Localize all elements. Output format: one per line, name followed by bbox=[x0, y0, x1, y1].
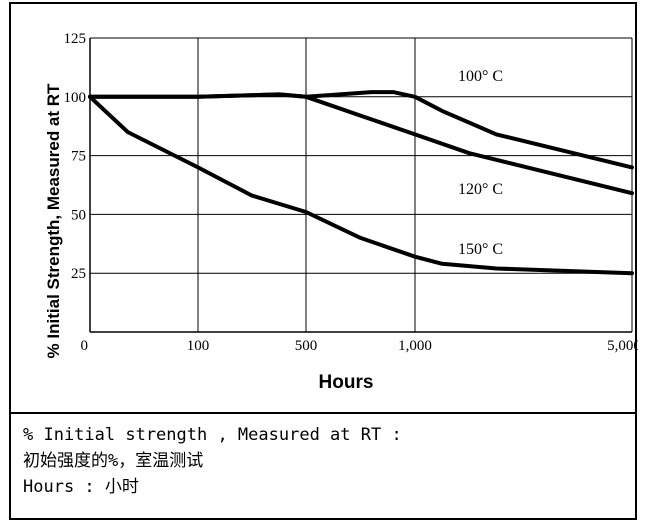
x-axis-title: Hours bbox=[319, 372, 374, 393]
note-line-2: 初始强度的%，室温测试 bbox=[23, 451, 204, 471]
x-tick-label: 0 bbox=[81, 338, 89, 354]
note-line-3: Hours : 小时 bbox=[23, 477, 139, 497]
series-lines bbox=[88, 90, 634, 276]
series-line-2 bbox=[88, 94, 634, 276]
x-tick-label: 500 bbox=[295, 338, 318, 354]
tick-labels: 125 100 75 50 25 0 100 500 1,000 5,000 bbox=[64, 31, 639, 354]
y-axis-title: % Initial Strength, Measured at RT bbox=[44, 83, 63, 358]
series-line-1 bbox=[88, 92, 634, 196]
notes-box: % Initial strength , Measured at RT : 初始… bbox=[9, 412, 637, 520]
y-tick-label: 125 bbox=[64, 31, 87, 47]
y-tick-label: 100 bbox=[64, 90, 87, 106]
y-tick-label: 50 bbox=[71, 207, 86, 223]
note-line-1: % Initial strength , Measured at RT : bbox=[23, 425, 402, 445]
chart: 125 100 75 50 25 0 100 500 1,000 5,000 100° C 120°… bbox=[44, 31, 639, 393]
y-tick-label: 75 bbox=[71, 149, 86, 165]
series-labels: 100° C 120° C 150° C bbox=[458, 68, 503, 258]
x-tick-label: 1,000 bbox=[398, 338, 432, 354]
figure-frame: 125 100 75 50 25 0 100 500 1,000 5,000 100° C 120°… bbox=[9, 2, 639, 520]
y-tick-label: 25 bbox=[71, 266, 86, 282]
x-tick-label: 5,000 bbox=[607, 338, 638, 354]
series-label-0: 100° C bbox=[458, 68, 503, 85]
grid bbox=[89, 37, 633, 333]
series-label-1: 120° C bbox=[458, 181, 503, 198]
series-label-2: 150° C bbox=[458, 241, 503, 258]
x-tick-label: 100 bbox=[187, 338, 210, 354]
